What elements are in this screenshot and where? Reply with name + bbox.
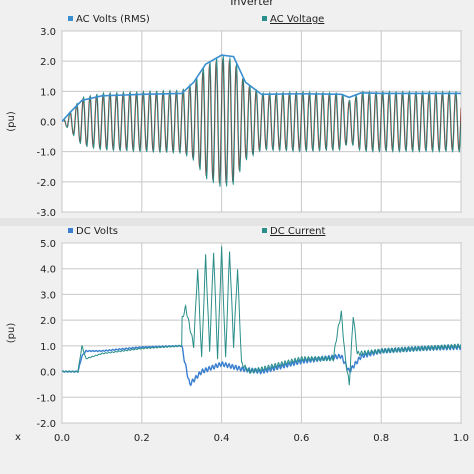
legend-swatch xyxy=(262,228,267,233)
x-tick-label: 0.4 xyxy=(214,433,230,444)
window-title: Inverter xyxy=(230,0,274,8)
y-tick-label: 1.0 xyxy=(40,87,56,98)
y-tick-label: -2.0 xyxy=(36,178,56,189)
x-axis-ticks: 0.0 0.2 0.4 0.6 0.8 1.0 xyxy=(54,433,469,444)
y-tick-label: 4.0 xyxy=(40,265,56,276)
y-tick-label: 0.0 xyxy=(40,368,56,379)
y-tick-label: -2.0 xyxy=(36,419,56,430)
legend-label: DC Current xyxy=(270,226,325,237)
y-tick-label: 2.0 xyxy=(40,316,56,327)
x-tick-label: 0.0 xyxy=(54,433,70,444)
legend-label: DC Volts xyxy=(76,226,118,237)
legend-swatch xyxy=(68,16,73,21)
legend-label: AC Volts (RMS) xyxy=(76,14,150,25)
x-tick-label: 0.2 xyxy=(134,433,150,444)
series-dc-volts xyxy=(62,344,461,387)
series-ac-voltage xyxy=(62,55,461,187)
y-tick-label: -3.0 xyxy=(36,208,56,219)
series-ac-voltage-phase-b xyxy=(62,58,461,185)
y-tick-label: 0.0 xyxy=(40,118,56,129)
x-tick-label: 0.6 xyxy=(293,433,309,444)
legend-swatch xyxy=(262,16,267,21)
plot-area[interactable] xyxy=(61,242,462,424)
legend-swatch xyxy=(68,228,73,233)
legend-item[interactable]: AC Volts (RMS) xyxy=(68,14,150,25)
y-tick-label: 1.0 xyxy=(40,342,56,353)
y-tick-label: -1.0 xyxy=(36,393,56,404)
legend-label: AC Voltage xyxy=(270,14,324,25)
y-tick-label: 5.0 xyxy=(40,239,56,250)
y-axis-label: (pu) xyxy=(6,323,17,344)
y-tick-label: -1.0 xyxy=(36,148,56,159)
x-tick-label: 0.8 xyxy=(373,433,389,444)
dc-panel: 5.0 4.0 3.0 2.0 1.0 0.0 -1.0 -2.0 (pu) DC Volts DC… xyxy=(6,226,462,430)
legend-item[interactable]: DC Volts xyxy=(68,226,118,237)
series-ac-volts-rms xyxy=(62,54,461,123)
y-axis-label: (pu) xyxy=(6,111,17,132)
y-tick-label: 2.0 xyxy=(40,57,56,68)
y-tick-label: 3.0 xyxy=(40,27,56,38)
legend-item[interactable]: AC Voltage xyxy=(262,14,324,25)
x-tick-label: 1.0 xyxy=(453,433,469,444)
panel-divider[interactable] xyxy=(0,218,474,226)
ac-voltage-panel: 3.0 2.0 1.0 0.0 -1.0 -2.0 -3.0 (pu) AC Volts (RM… xyxy=(6,14,462,219)
x-axis-label: x xyxy=(15,432,21,443)
legend-item[interactable]: DC Current xyxy=(262,226,325,237)
series-dc-current xyxy=(62,246,461,386)
y-tick-label: 3.0 xyxy=(40,290,56,301)
